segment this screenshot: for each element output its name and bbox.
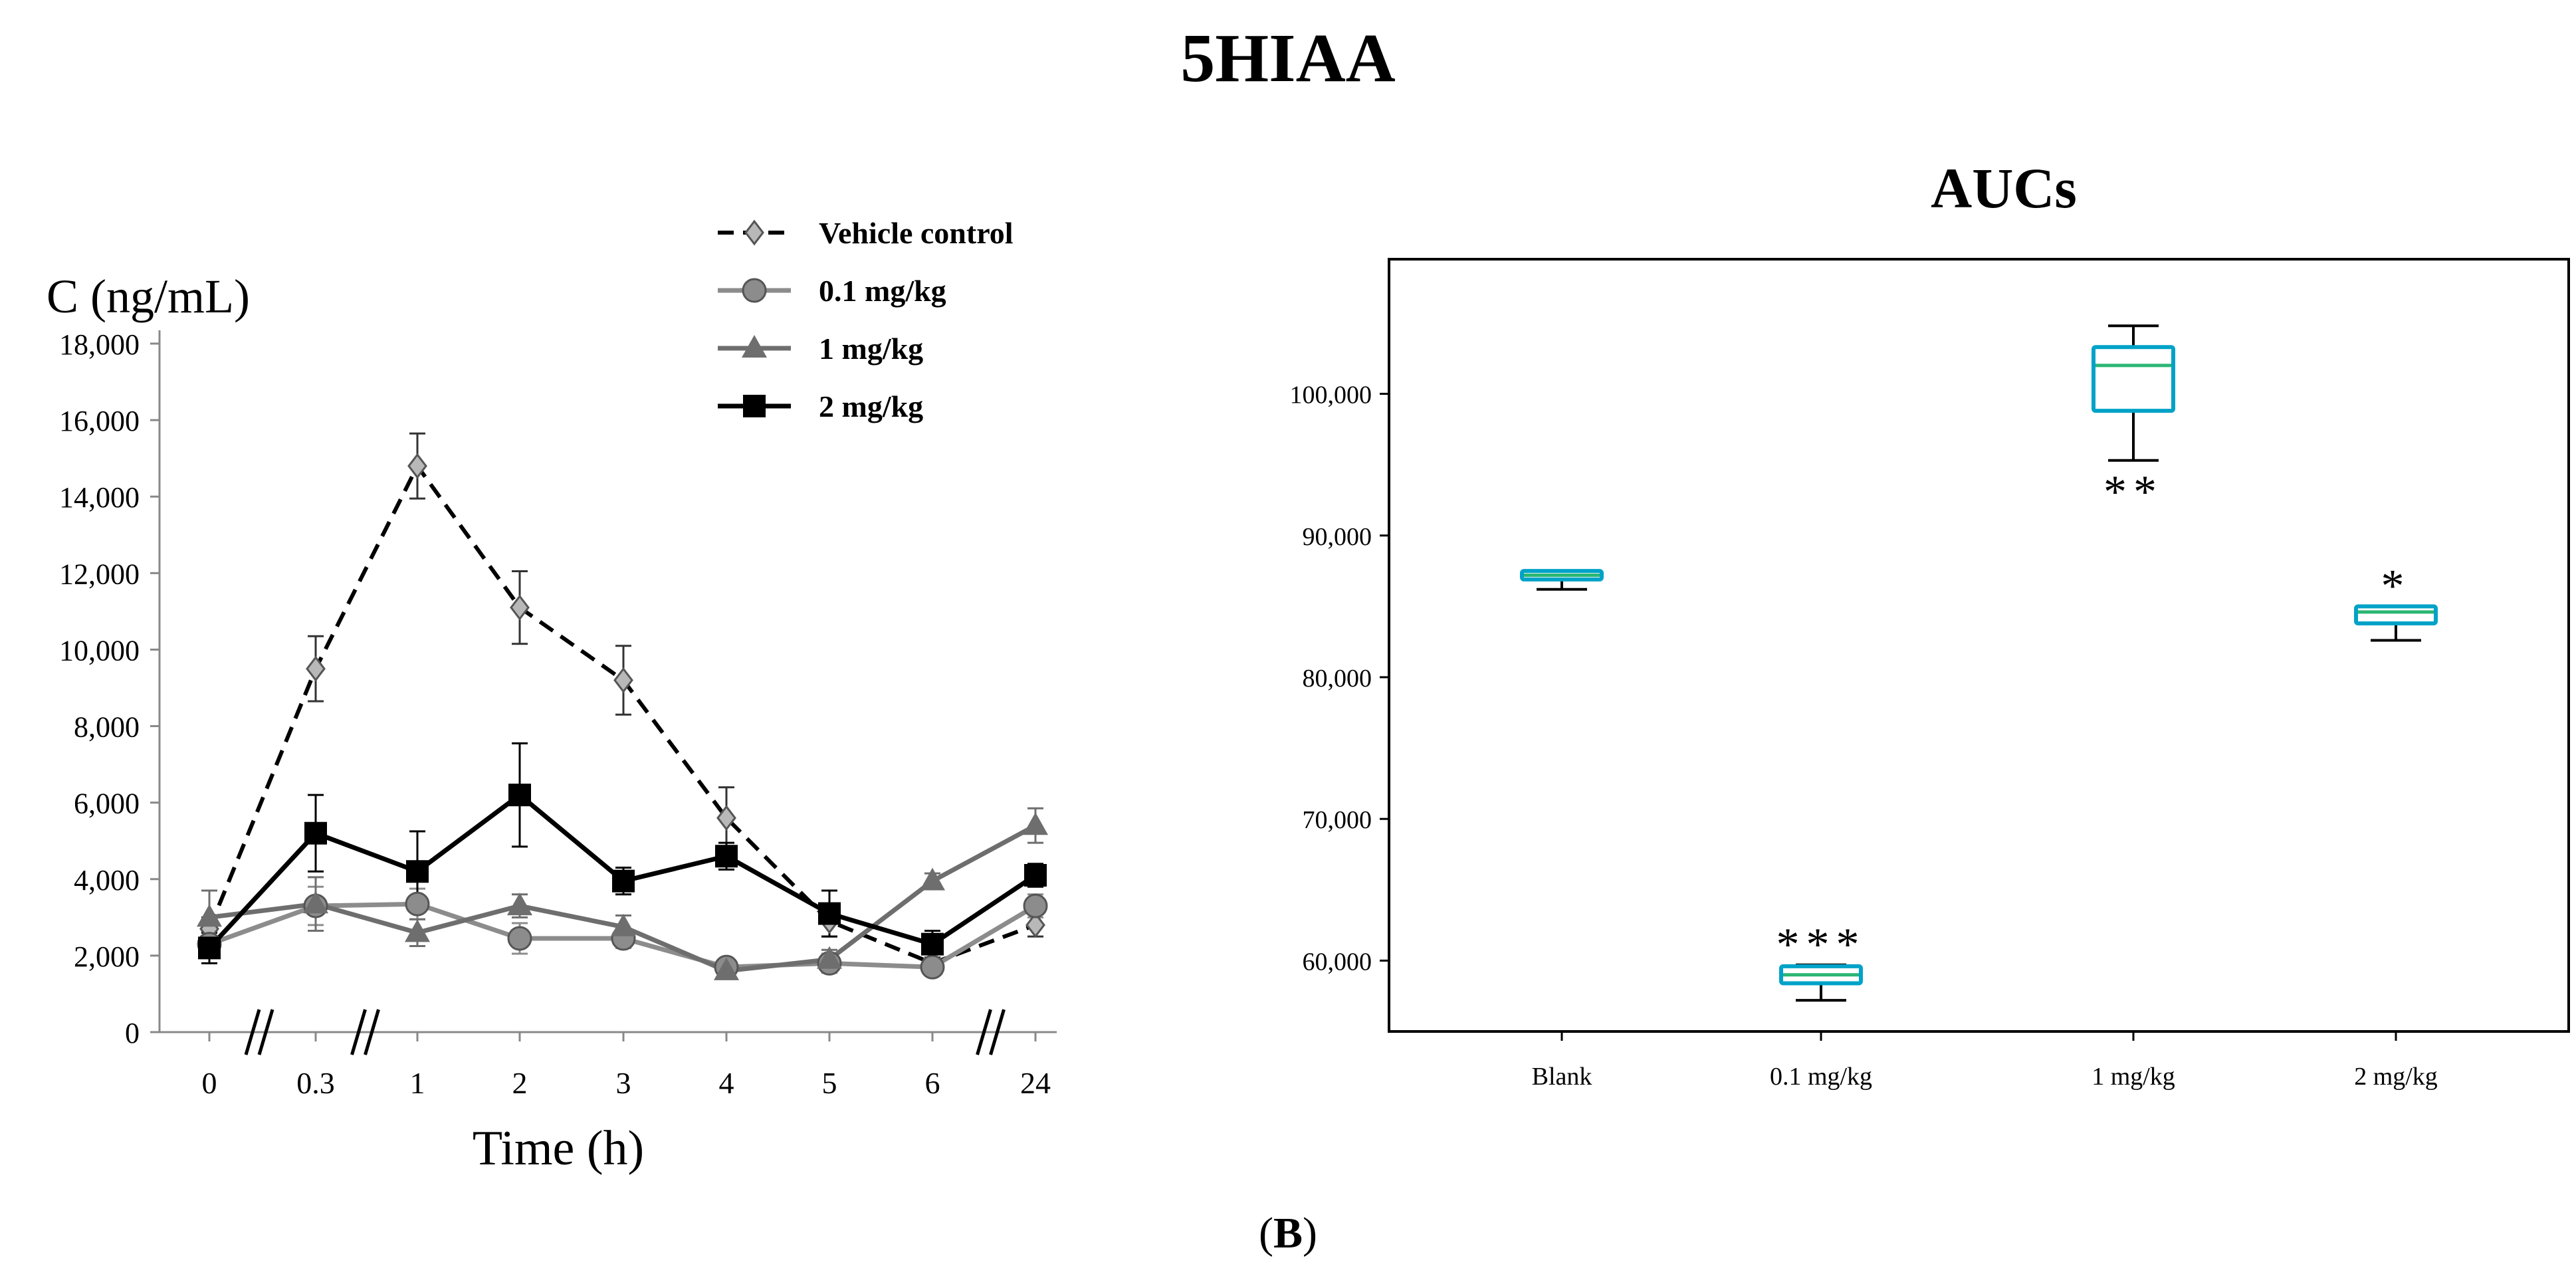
axis-break-mark: [976, 1009, 992, 1055]
legend-label-0-1-mg-kg: 0.1 mg/kg: [819, 274, 946, 308]
box-chart: AUCs 60,000 70,000 80,000 90,000 100,000 Blan…: [1290, 156, 2570, 1091]
data-point-0-1-mg-kg: [920, 954, 945, 980]
data-point-vehicle-control: [306, 655, 326, 682]
data-point-vehicle-control: [716, 805, 736, 831]
data-point-1-mg-kg: [1023, 812, 1048, 835]
box-1-mg-kg: [2092, 345, 2175, 413]
data-point-2-mg-kg: [508, 784, 531, 807]
panel-label: (B): [0, 1208, 2576, 1259]
line-x-axis-title: Time (h): [473, 1121, 644, 1176]
data-point-2-mg-kg: [304, 821, 327, 845]
legend-marker-1-mg-kg: [742, 335, 767, 358]
legend-marker-0-1-mg-kg: [742, 278, 767, 303]
data-point-1-mg-kg: [714, 957, 739, 980]
line-x-tick-label: 4: [719, 1066, 734, 1100]
data-point-0-1-mg-kg: [405, 891, 430, 916]
data-point-2-mg-kg: [198, 936, 221, 960]
data-point-1-mg-kg: [197, 904, 222, 927]
line-y-tick-label: 8,000: [74, 711, 140, 744]
line-y-tick-label: 12,000: [59, 558, 140, 590]
box-x-tick-label: 1 mg/kg: [2092, 1063, 2175, 1091]
figure-title: 5HIAA: [1180, 20, 1396, 96]
box-plot-frame: [1388, 258, 2570, 1033]
line-legend: Vehicle control 0.1 mg/kg 1 mg/kg 2 mg/kg: [718, 216, 1014, 423]
line-x-tick-label: 3: [616, 1066, 631, 1100]
significance-marker-2-mg-kg: *: [2381, 560, 2411, 611]
data-point-2-mg-kg: [1024, 864, 1047, 887]
line-series-group: [197, 432, 1048, 980]
data-point-1-mg-kg: [817, 946, 842, 969]
data-point-vehicle-control: [1025, 912, 1045, 938]
box-marks-group: ******: [1520, 324, 2438, 1002]
panel-label-letter: B: [1273, 1209, 1303, 1257]
box-y-tick-label: 60,000: [1303, 948, 1372, 976]
axis-break-mark: [244, 1009, 261, 1055]
box-axes: 60,000 70,000 80,000 90,000 100,000 Blank 0.1 …: [1290, 381, 2438, 1091]
box-x-tick-label: 2 mg/kg: [2354, 1063, 2438, 1091]
data-point-2-mg-kg: [406, 860, 429, 883]
line-axes: 0 2,000 4,000 6,000 8,000 10,000 12,000 14,000 1…: [59, 328, 1057, 1100]
legend-label-1-mg-kg: 1 mg/kg: [819, 332, 923, 366]
line-y-tick-label: 6,000: [74, 788, 140, 820]
panel-label-open: (: [1259, 1209, 1273, 1257]
box-y-tick-label: 80,000: [1303, 665, 1372, 693]
axis-break-mark: [350, 1009, 367, 1055]
axis-break-mark: [989, 1009, 1006, 1055]
box-chart-title: AUCs: [1931, 156, 2077, 220]
line-chart: C (ng/mL) Time (h) 0 2,000 4,000 6,000 8,000…: [47, 216, 1057, 1176]
legend-label-2-mg-kg: 2 mg/kg: [819, 389, 923, 423]
box-x-tick-label: Blank: [1532, 1063, 1592, 1091]
data-point-2-mg-kg: [715, 845, 738, 868]
line-y-tick-label: 2,000: [74, 940, 140, 973]
legend-marker-2-mg-kg: [743, 395, 766, 417]
significance-marker-0-1-mg-kg: ***: [1776, 919, 1866, 970]
data-point-1-mg-kg: [507, 893, 532, 916]
data-point-1-mg-kg: [920, 867, 945, 891]
box-y-tick-label: 100,000: [1290, 381, 1372, 409]
line-y-tick-label: 18,000: [59, 328, 140, 361]
line-x-tick-label: 2: [512, 1066, 528, 1100]
box-y-tick-label: 70,000: [1303, 806, 1372, 834]
line-x-tick-label: 0.3: [296, 1066, 335, 1100]
data-point-2-mg-kg: [921, 932, 944, 956]
axis-break-mark: [257, 1009, 274, 1055]
data-point-vehicle-control: [407, 453, 427, 479]
data-point-0-1-mg-kg: [1023, 893, 1048, 918]
box-y-tick-label: 90,000: [1303, 523, 1372, 551]
data-point-vehicle-control: [613, 667, 633, 693]
data-point-2-mg-kg: [818, 902, 841, 925]
axis-break-mark: [364, 1009, 380, 1055]
line-x-tick-label: 24: [1020, 1066, 1051, 1100]
panel-label-close: ): [1303, 1209, 1317, 1257]
data-point-1-mg-kg: [303, 891, 328, 914]
legend-label-vehicle-control: Vehicle control: [819, 216, 1014, 250]
line-x-tick-label: 1: [410, 1066, 425, 1100]
line-y-tick-label: 4,000: [74, 864, 140, 897]
data-point-1-mg-kg: [405, 919, 430, 942]
data-point-2-mg-kg: [612, 869, 635, 893]
line-y-axis-title: C (ng/mL): [47, 270, 250, 323]
line-x-tick-label: 0: [202, 1066, 217, 1100]
line-y-tick-label: 10,000: [59, 634, 140, 667]
significance-marker-1-mg-kg: **: [2103, 467, 2163, 518]
legend-marker-vehicle-control: [744, 219, 764, 246]
line-y-tick-label: 14,000: [59, 481, 140, 514]
line-y-tick-label: 0: [125, 1017, 140, 1049]
data-point-0-1-mg-kg: [507, 926, 532, 951]
line-y-tick-label: 16,000: [59, 405, 140, 437]
line-x-tick-label: 5: [822, 1066, 837, 1100]
data-point-vehicle-control: [510, 594, 530, 621]
data-point-1-mg-kg: [611, 913, 636, 936]
box-x-tick-label: 0.1 mg/kg: [1770, 1063, 1872, 1091]
line-x-tick-label: 6: [925, 1066, 940, 1100]
